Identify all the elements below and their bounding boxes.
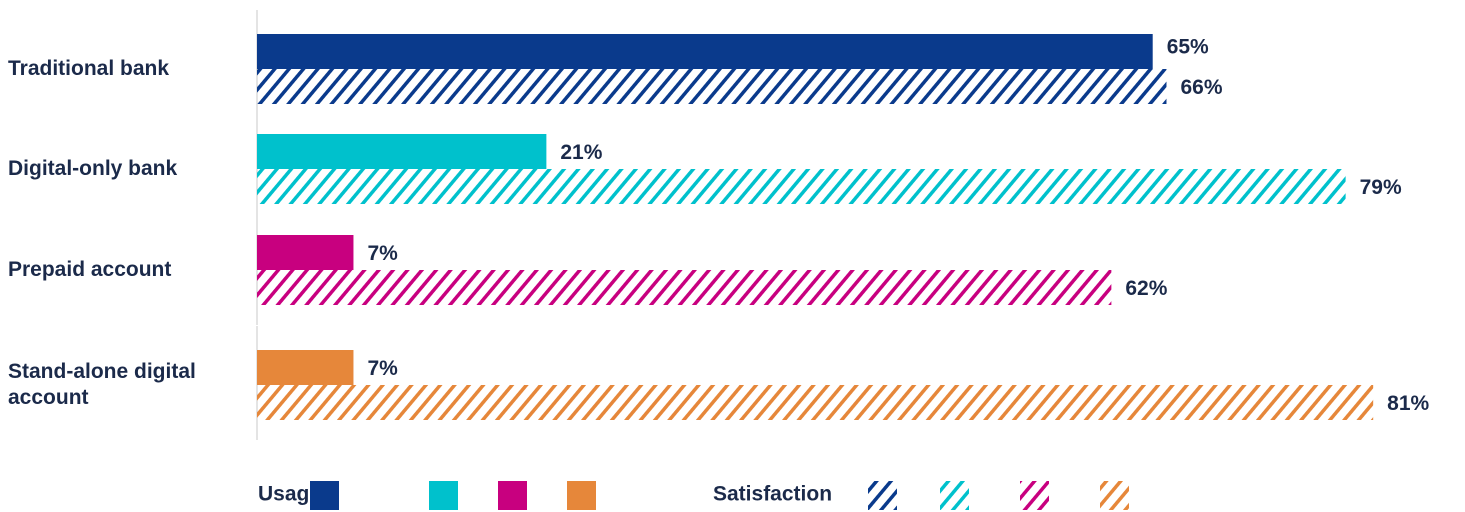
legend-swatch <box>310 481 339 510</box>
legend-label: Usage <box>258 483 321 506</box>
legend-swatch <box>1020 481 1049 510</box>
value-label: 65% <box>1167 36 1209 59</box>
value-label: 7% <box>367 242 398 265</box>
bar <box>257 134 547 169</box>
category-label: Digital-only bank <box>8 157 178 180</box>
legend-label: Satisfaction <box>713 483 832 506</box>
value-label: 7% <box>367 357 398 380</box>
legend-swatch <box>1100 481 1129 510</box>
value-label: 79% <box>1360 176 1402 199</box>
bar <box>257 235 354 270</box>
legend-swatch <box>940 481 969 510</box>
bar <box>257 34 1153 69</box>
bar <box>257 270 1112 305</box>
value-label: 21% <box>560 141 602 164</box>
value-label: 81% <box>1387 392 1429 415</box>
bar <box>257 169 1346 204</box>
category-label: Traditional bank <box>8 57 170 80</box>
legend-swatch <box>567 481 596 510</box>
legend-swatch <box>868 481 897 510</box>
category-label: Prepaid account <box>8 258 172 281</box>
value-label: 66% <box>1180 76 1222 99</box>
legend-swatch <box>429 481 458 510</box>
category-label: Stand-alone digital account <box>8 360 196 409</box>
bar <box>257 385 1374 420</box>
bar <box>257 350 354 385</box>
bar <box>257 69 1167 104</box>
value-label: 62% <box>1125 277 1167 300</box>
legend-swatch <box>498 481 527 510</box>
